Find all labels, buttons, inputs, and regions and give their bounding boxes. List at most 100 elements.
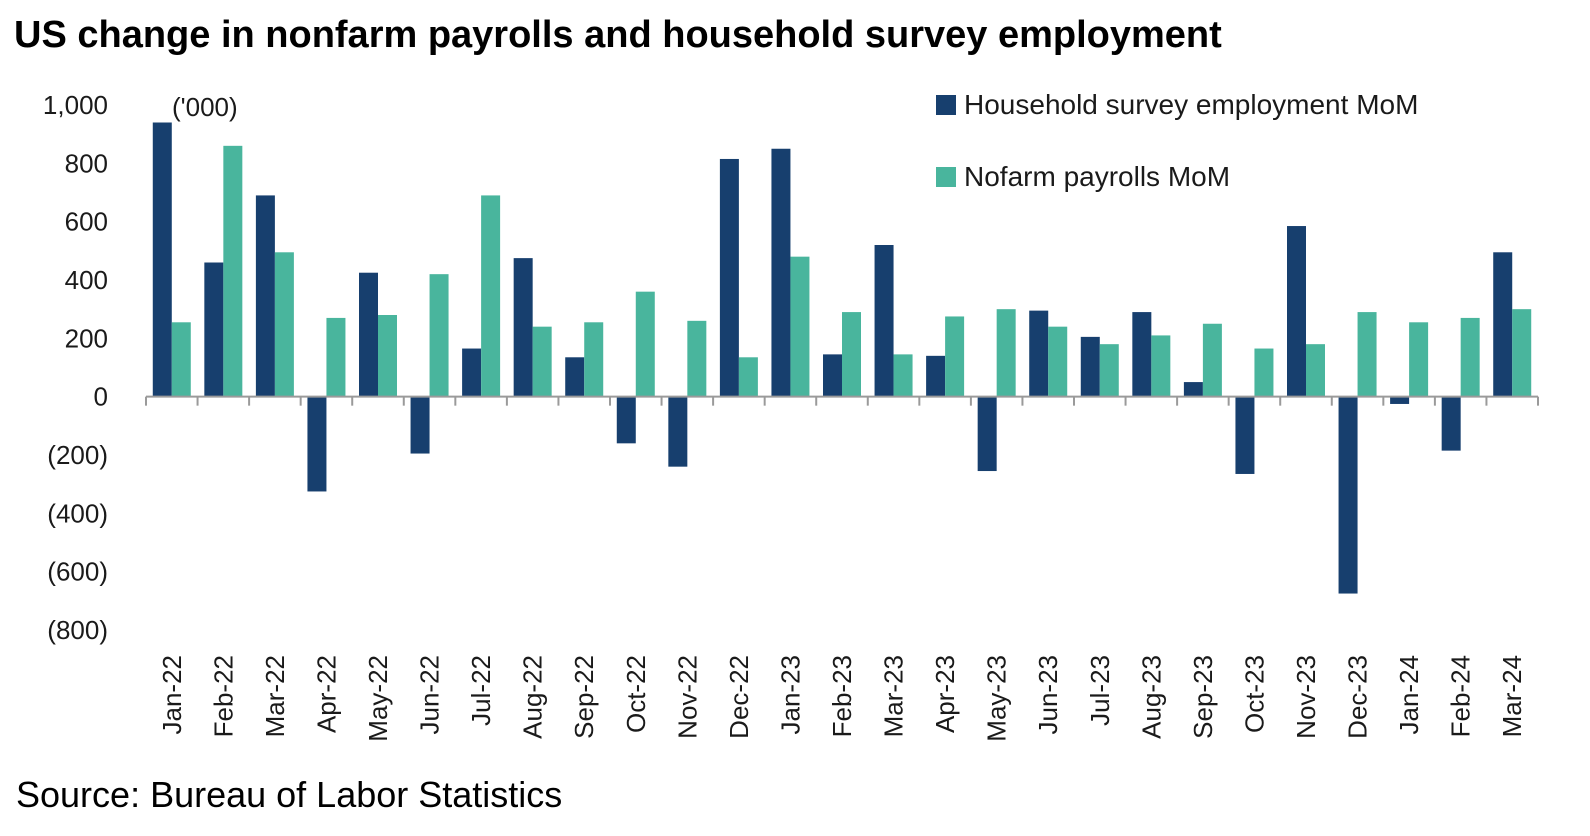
x-tick-label: Oct-22 xyxy=(621,655,651,733)
x-tick-label: Feb-23 xyxy=(827,655,857,737)
y-tick-label: 0 xyxy=(94,382,108,412)
x-tick-label: Mar-22 xyxy=(260,655,290,737)
unit-label: ('000) xyxy=(172,92,238,122)
y-tick-label: (400) xyxy=(47,498,108,528)
household-bar-mar-23 xyxy=(874,245,894,397)
household-bar-may-23 xyxy=(977,396,997,472)
payrolls-bar-dec-23 xyxy=(1357,312,1377,397)
x-tick-label: May-23 xyxy=(982,655,1012,742)
x-tick-label: Jan-22 xyxy=(157,655,187,735)
household-bar-jan-22 xyxy=(152,122,172,397)
payrolls-bar-feb-22 xyxy=(223,145,243,397)
household-bar-nov-23 xyxy=(1287,226,1306,397)
y-axis-ticks: (800) (600) (400) (200) 0 200 400 600 800 1,000 xyxy=(43,90,108,645)
household-bar-aug-23 xyxy=(1132,312,1152,397)
x-axis-ticks xyxy=(145,396,1539,406)
x-tick-label: Jun-23 xyxy=(1033,655,1063,735)
payrolls-bar-mar-23 xyxy=(893,354,913,397)
x-axis-labels: Jan-22 Feb-22 Mar-22 Apr-22 May-22 Jun-22 Jul-… xyxy=(157,655,1527,742)
household-bar-feb-22 xyxy=(204,262,224,397)
legend-label-household: Household survey employment MoM xyxy=(964,89,1418,120)
payrolls-bar-sep-22 xyxy=(584,322,604,397)
x-tick-label: Nov-23 xyxy=(1291,655,1321,739)
household-bar-jul-23 xyxy=(1080,336,1100,397)
legend-label-payrolls: Nofarm payrolls MoM xyxy=(964,161,1230,192)
payrolls-bar-jul-22 xyxy=(481,195,501,397)
x-tick-label: Apr-22 xyxy=(311,655,341,733)
legend-swatch-payrolls xyxy=(936,167,956,187)
y-tick-label: (200) xyxy=(47,440,108,470)
legend-swatch-household xyxy=(936,95,956,115)
household-bar-nov-22 xyxy=(668,396,688,467)
household-bar-oct-22 xyxy=(616,396,636,444)
x-tick-label: Sep-23 xyxy=(1188,655,1218,739)
x-tick-label: Jan-24 xyxy=(1394,655,1424,735)
bars xyxy=(152,122,1532,594)
household-bar-apr-22 xyxy=(307,396,327,492)
chart-title: US change in nonfarm payrolls and househ… xyxy=(14,14,1222,56)
household-bar-jun-22 xyxy=(410,396,430,454)
household-bar-aug-22 xyxy=(513,258,533,397)
y-tick-label: 1,000 xyxy=(43,90,108,120)
x-tick-label: Dec-22 xyxy=(724,655,754,739)
payrolls-bar-jul-23 xyxy=(1099,344,1119,397)
x-tick-label: Feb-24 xyxy=(1446,655,1476,737)
household-bar-feb-24 xyxy=(1441,396,1461,451)
y-tick-label: 600 xyxy=(65,207,108,237)
payrolls-bar-aug-23 xyxy=(1151,335,1171,397)
payrolls-bar-nov-23 xyxy=(1306,344,1325,397)
payrolls-bar-apr-22 xyxy=(326,317,346,397)
x-tick-label: Nov-22 xyxy=(672,655,702,739)
payrolls-bar-may-23 xyxy=(996,309,1016,397)
x-tick-label: Jul-23 xyxy=(1085,655,1115,726)
payrolls-bar-aug-22 xyxy=(532,326,552,397)
x-tick-label: May-22 xyxy=(363,655,393,742)
y-tick-label: 200 xyxy=(65,323,108,353)
household-bar-mar-24 xyxy=(1493,252,1513,397)
x-tick-label: Aug-23 xyxy=(1136,655,1166,739)
x-tick-label: Oct-23 xyxy=(1239,655,1269,733)
household-bar-sep-22 xyxy=(565,357,585,397)
payrolls-bar-may-22 xyxy=(378,315,397,397)
household-bar-sep-23 xyxy=(1183,382,1203,397)
household-bar-feb-23 xyxy=(823,354,842,397)
household-bar-jul-22 xyxy=(462,348,482,397)
x-tick-label: Sep-22 xyxy=(569,655,599,739)
x-tick-label: Dec-23 xyxy=(1343,655,1373,739)
household-bar-may-22 xyxy=(359,272,378,397)
payrolls-bar-sep-23 xyxy=(1202,323,1222,397)
y-tick-label: (800) xyxy=(47,615,108,645)
payrolls-bar-mar-22 xyxy=(274,252,294,397)
x-tick-label: Jan-23 xyxy=(775,655,805,735)
payrolls-bar-feb-24 xyxy=(1460,317,1480,397)
payrolls-bar-jan-23 xyxy=(790,256,810,397)
household-bar-apr-23 xyxy=(926,355,946,397)
y-tick-label: 800 xyxy=(65,148,108,178)
x-tick-label: Aug-22 xyxy=(518,655,548,739)
household-bar-oct-23 xyxy=(1235,396,1255,474)
x-tick-label: Mar-23 xyxy=(879,655,909,737)
payrolls-bar-jun-22 xyxy=(429,274,449,397)
household-bar-dec-22 xyxy=(719,158,739,397)
payrolls-bar-jan-22 xyxy=(171,322,191,397)
legend: Household survey employment MoM Nofarm pa… xyxy=(936,89,1418,192)
payrolls-bar-dec-22 xyxy=(738,357,758,397)
x-tick-label: Feb-22 xyxy=(208,655,238,737)
payrolls-bar-oct-22 xyxy=(635,291,655,397)
x-tick-label: Jul-22 xyxy=(466,655,496,726)
source-note: Source: Bureau of Labor Statistics xyxy=(16,774,563,815)
y-tick-label: (600) xyxy=(47,557,108,587)
household-bar-jan-24 xyxy=(1390,396,1410,404)
payrolls-bar-jan-24 xyxy=(1409,322,1429,397)
payrolls-bar-oct-23 xyxy=(1254,348,1274,397)
household-bar-jan-23 xyxy=(771,148,791,397)
x-tick-label: Mar-24 xyxy=(1497,655,1527,737)
household-bar-dec-23 xyxy=(1338,396,1358,594)
payrolls-bar-mar-24 xyxy=(1512,309,1532,397)
household-bar-jun-23 xyxy=(1029,310,1049,397)
household-bar-mar-22 xyxy=(255,195,275,397)
y-tick-label: 400 xyxy=(65,265,108,295)
x-tick-label: Apr-23 xyxy=(930,655,960,733)
payrolls-bar-apr-23 xyxy=(945,316,965,397)
